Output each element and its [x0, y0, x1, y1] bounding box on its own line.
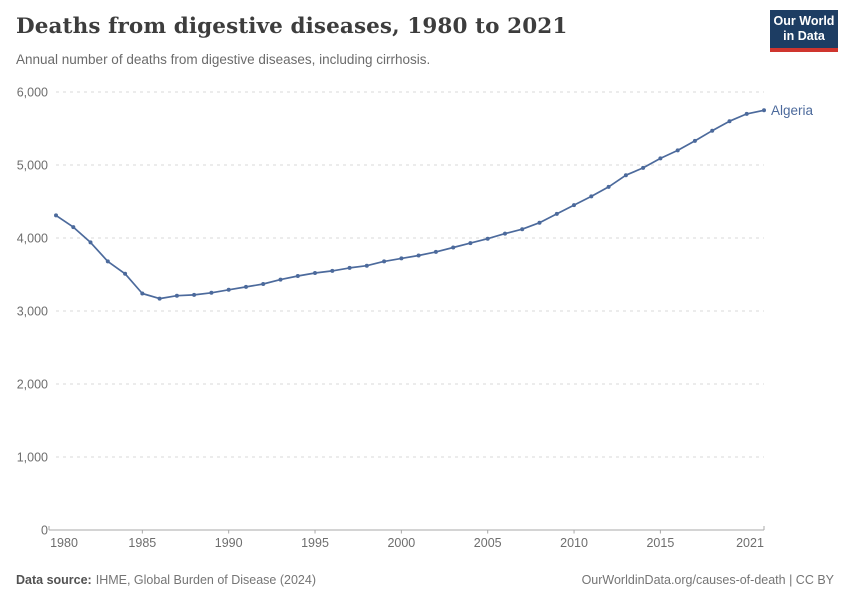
series-end-label: Algeria — [771, 103, 814, 118]
x-axis-label: 1980 — [50, 536, 78, 550]
x-axis-label: 1990 — [215, 536, 243, 550]
data-point — [313, 271, 317, 275]
data-point — [364, 263, 369, 268]
y-axis-label: 5,000 — [17, 159, 48, 173]
credit-link[interactable]: OurWorldinData.org/causes-of-death | CC … — [581, 573, 834, 587]
data-point — [54, 213, 58, 218]
data-source-value: IHME, Global Burden of Disease (2024) — [95, 573, 316, 587]
data-point — [468, 241, 473, 246]
data-point — [589, 194, 594, 199]
data-point — [606, 184, 611, 189]
data-point — [727, 119, 732, 124]
data-point — [572, 203, 576, 208]
owid-logo-line1: Our World — [773, 14, 835, 28]
y-axis-label: 1,000 — [17, 451, 48, 465]
data-point — [105, 259, 110, 264]
data-point — [399, 256, 404, 261]
data-point — [485, 236, 490, 241]
data-point — [692, 138, 697, 143]
data-point — [157, 296, 162, 301]
data-point — [433, 249, 438, 254]
x-axis-label: 2005 — [474, 536, 502, 550]
data-point — [744, 111, 749, 116]
data-point — [382, 259, 387, 264]
data-point — [278, 277, 283, 282]
data-point — [261, 282, 266, 286]
data-point — [209, 290, 214, 295]
data-point — [140, 291, 145, 296]
x-axis-label: 2010 — [560, 536, 588, 550]
data-point — [710, 128, 715, 133]
data-point — [330, 268, 335, 273]
owid-logo[interactable]: Our World in Data — [770, 10, 838, 52]
data-source-label: Data source: — [16, 573, 92, 587]
x-axis-label: 2000 — [387, 536, 415, 550]
data-point — [503, 231, 507, 236]
x-axis-label: 1985 — [128, 536, 156, 550]
x-axis-label: 1995 — [301, 536, 329, 550]
data-point — [675, 148, 680, 153]
data-point — [71, 225, 76, 230]
data-point — [416, 253, 421, 258]
x-axis-label: 2015 — [646, 536, 674, 550]
data-point — [347, 265, 352, 270]
x-axis-label: 2021 — [736, 536, 764, 550]
y-axis-label: 4,000 — [17, 232, 48, 246]
chart-subtitle: Annual number of deaths from digestive d… — [16, 52, 431, 67]
chart-footer: Data source: IHME, Global Burden of Disea… — [16, 573, 834, 587]
data-point — [295, 274, 300, 278]
data-point — [641, 165, 646, 170]
data-point — [192, 292, 197, 297]
data-point — [520, 227, 525, 232]
data-point — [451, 245, 456, 250]
data-point — [623, 173, 628, 178]
data-point — [658, 156, 663, 161]
page-title: Deaths from digestive diseases, 1980 to … — [16, 14, 568, 39]
data-point — [554, 211, 559, 216]
data-point — [226, 287, 231, 292]
data-point — [762, 108, 766, 113]
y-axis-label: 2,000 — [17, 378, 48, 392]
y-axis-label: 6,000 — [17, 86, 48, 100]
data-point — [174, 293, 179, 298]
data-point — [537, 220, 542, 225]
data-point — [244, 284, 248, 289]
data-point — [88, 240, 93, 245]
data-point — [123, 271, 128, 276]
data-series-line — [55, 109, 765, 300]
owid-logo-line2: in Data — [783, 29, 825, 43]
y-axis-label: 0 — [41, 524, 48, 538]
data-source: Data source: IHME, Global Burden of Disea… — [16, 573, 316, 587]
y-axis-label: 3,000 — [17, 305, 48, 319]
